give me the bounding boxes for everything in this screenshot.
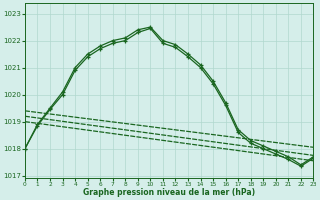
X-axis label: Graphe pression niveau de la mer (hPa): Graphe pression niveau de la mer (hPa) [83,188,255,197]
